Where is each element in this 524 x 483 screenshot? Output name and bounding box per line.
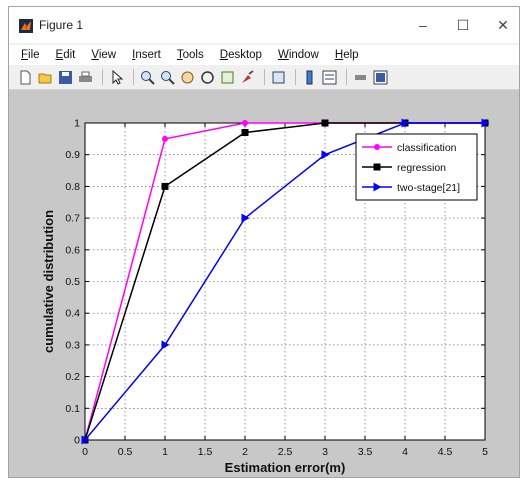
legend-marker [374,144,380,150]
data-point [162,136,168,142]
legend-label: regression [397,162,446,174]
menu-file[interactable]: File [9,49,48,61]
y-tick-label: 0.7 [65,213,80,225]
x-tick-label: 4 [402,446,408,458]
legend-label: classification [397,142,457,154]
y-tick-label: 0.3 [65,339,80,351]
y-tick-label: 0.6 [65,244,80,256]
window-title: Figure 1 [39,18,83,32]
figure-canvas: 0 0.5 1 1.5 2 2.5 3 3.5 4 4.5 5 0 0.1 0.2 0.3 0.4 0.5 0.6… [9,90,519,477]
link-plot-icon[interactable] [270,69,287,86]
menu-view[interactable]: View [83,49,124,61]
x-tick-label: 4.5 [438,446,453,458]
zoom-out-icon[interactable] [159,69,176,86]
x-tick-label: 1.5 [198,446,213,458]
save-icon[interactable] [57,69,74,86]
show-plot-tools-icon[interactable] [372,69,389,86]
pan-icon[interactable] [179,69,196,86]
y-axis-label: cumulative distribution [41,210,56,353]
toolbar-separator [295,69,296,85]
x-tick-label: 3.5 [358,446,373,458]
menu-desktop[interactable]: Desktop [212,49,270,61]
legend-label: two-stage[21] [397,182,460,194]
close-icon: ✕ [497,17,509,34]
toolbar-separator [264,69,265,85]
minimize-button[interactable]: – [409,13,437,37]
figure-window: Figure 1 – ☐ ✕ File Edit View Insert Too… [8,6,520,478]
menu-tools[interactable]: Tools [169,49,212,61]
open-file-icon[interactable] [37,69,54,86]
legend-marker [374,164,381,171]
x-tick-label: 2 [242,446,248,458]
toolbar-separator [102,69,103,85]
matlab-logo-icon [19,19,33,33]
toolbar-separator [133,69,134,85]
minimize-icon: – [419,17,427,33]
y-tick-label: 1 [74,118,80,130]
toolbar-separator [346,69,347,85]
x-tick-label: 1 [162,446,168,458]
title-bar: Figure 1 – ☐ ✕ [9,7,519,43]
plot-canvas[interactable]: 0 0.5 1 1.5 2 2.5 3 3.5 4 4.5 5 0 0.1 0.2 0.3 0.4 0.5 0.6… [9,90,519,477]
data-point [242,129,249,136]
x-tick-label: 0 [82,446,88,458]
toolbar [9,65,519,90]
x-axis-label: Estimation error(m) [225,460,346,475]
menu-window[interactable]: Window [270,49,327,61]
print-icon[interactable] [77,69,94,86]
y-tick-label: 0.1 [65,403,80,415]
x-tick-label: 5 [482,446,488,458]
maximize-icon: ☐ [457,17,470,34]
data-point [162,183,169,190]
y-tick-label: 0.9 [65,149,80,161]
menu-edit[interactable]: Edit [48,49,84,61]
y-tick-label: 0.4 [65,308,80,320]
data-point [322,120,329,127]
x-tick-label: 2.5 [278,446,293,458]
brush-icon[interactable] [239,69,256,86]
menu-bar: File Edit View Insert Tools Desktop Wind… [9,45,519,65]
y-tick-label: 0.2 [65,371,80,383]
hide-plot-tools-icon[interactable] [352,69,369,86]
menu-insert[interactable]: Insert [124,49,169,61]
zoom-in-icon[interactable] [139,69,156,86]
close-button[interactable]: ✕ [489,13,517,37]
menu-help[interactable]: Help [327,49,367,61]
data-cursor-icon[interactable] [219,69,236,86]
rotate-3d-icon[interactable] [199,69,216,86]
x-tick-label: 0.5 [118,446,133,458]
colorbar-icon[interactable] [301,69,318,86]
x-tick-label: 3 [322,446,328,458]
y-tick-label: 0 [74,435,80,447]
data-point [242,120,248,126]
y-tick-label: 0.5 [65,276,80,288]
maximize-button[interactable]: ☐ [449,13,477,37]
new-figure-icon[interactable] [17,69,34,86]
legend-icon[interactable] [321,69,338,86]
edit-plot-icon[interactable] [108,69,125,86]
y-tick-label: 0.8 [65,181,80,193]
